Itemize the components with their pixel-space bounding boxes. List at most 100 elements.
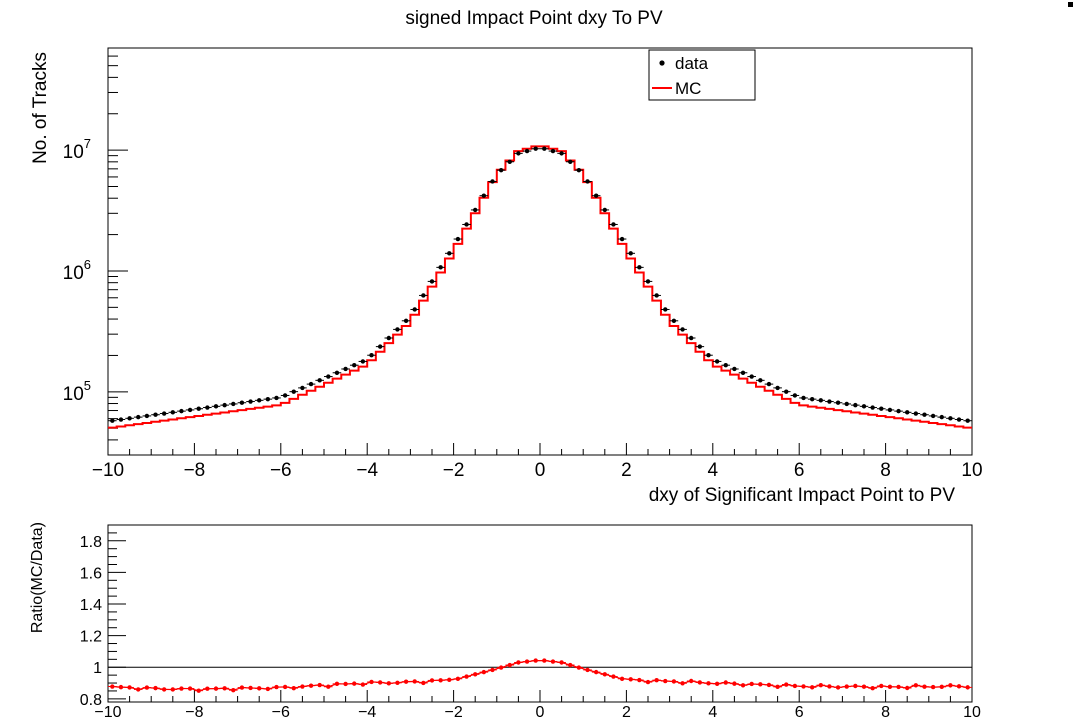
- ratio-point: [438, 678, 443, 683]
- data-point: [930, 413, 936, 419]
- ratio-connecting-line: [112, 659, 968, 692]
- data-point: [524, 148, 530, 154]
- ratio-point: [317, 682, 322, 688]
- main-series: [108, 145, 972, 429]
- data-point: [956, 417, 962, 422]
- data-point: [447, 251, 452, 256]
- data-point: [740, 370, 746, 375]
- data-point: [939, 414, 944, 420]
- ratio-point: [473, 672, 478, 677]
- main-x-tick-label: 0: [535, 460, 546, 481]
- data-point: [887, 407, 893, 413]
- main-y-tick-exponent: 6: [84, 257, 91, 272]
- ratio-point: [386, 681, 391, 686]
- ratio-point: [127, 685, 132, 690]
- ratio-x-tick-label: −2: [444, 704, 462, 720]
- ratio-point: [939, 684, 944, 690]
- ratio-point: [680, 681, 685, 686]
- data-point: [611, 222, 616, 227]
- ratio-x-tick-label: −4: [358, 704, 376, 720]
- ratio-point: [429, 678, 435, 683]
- data-point: [317, 378, 322, 383]
- data-point: [654, 293, 659, 298]
- ratio-point: [352, 681, 357, 686]
- ratio-y-tick-label: 1.4: [80, 597, 102, 614]
- data-point: [965, 418, 970, 423]
- data-point: [274, 395, 279, 401]
- ratio-point: [343, 681, 348, 687]
- legend-data-marker: [659, 60, 665, 66]
- data-point: [827, 399, 832, 404]
- ratio-point: [671, 679, 677, 684]
- ratio-point: [395, 680, 400, 686]
- data-point: [110, 418, 115, 423]
- ratio-point: [308, 683, 314, 688]
- ratio-point: [879, 683, 884, 689]
- data-point: [516, 151, 521, 156]
- ratio-point: [524, 659, 530, 664]
- data-point: [568, 159, 573, 164]
- ratio-point: [706, 681, 711, 686]
- data-point: [671, 318, 677, 324]
- ratio-point: [766, 682, 772, 688]
- main-x-tick-label: 10: [961, 460, 982, 481]
- ratio-point: [965, 685, 970, 690]
- ratio-point: [464, 674, 469, 679]
- data-point: [300, 385, 305, 391]
- data-point: [179, 408, 184, 414]
- data-point: [818, 398, 823, 403]
- legend-box: [648, 49, 756, 101]
- data-point: [421, 293, 426, 298]
- ratio-point: [144, 685, 150, 690]
- ratio-point: [619, 676, 625, 681]
- ratio-point: [956, 684, 962, 689]
- ratio-y-tick-label: 1: [93, 660, 102, 677]
- ratio-x-tick-label: 2: [622, 704, 631, 720]
- data-point: [905, 410, 910, 415]
- ratio-point: [498, 665, 504, 670]
- data-point: [913, 411, 919, 416]
- ratio-point: [205, 686, 210, 691]
- ratio-plot-frame: [107, 524, 973, 703]
- data-point: [144, 413, 150, 419]
- data-point: [196, 406, 201, 411]
- ratio-point: [213, 686, 219, 691]
- ratio-point: [827, 684, 832, 689]
- ratio-point: [516, 660, 521, 665]
- data-point: [784, 389, 789, 394]
- data-point: [205, 405, 210, 410]
- data-point: [308, 381, 314, 387]
- ratio-axis-ticks: −10 −8 −6 −4 −2 0 2 4 6 8 10 0.8 1 1.2 1.4 1.6 1.8: [80, 524, 981, 720]
- data-point: [326, 374, 331, 379]
- ratio-point: [334, 681, 340, 687]
- ratio-point: [412, 679, 417, 684]
- ratio-y-tick-label: 1.6: [80, 565, 102, 582]
- data-point: [213, 404, 219, 409]
- data-point: [265, 396, 271, 402]
- ratio-point: [905, 685, 910, 691]
- data-point: [507, 159, 512, 164]
- data-point: [222, 402, 227, 408]
- ratio-point: [248, 685, 253, 691]
- ratio-point: [550, 659, 556, 664]
- ratio-point: [749, 681, 754, 687]
- ratio-point: [611, 674, 616, 679]
- ratio-point: [948, 683, 953, 688]
- ratio-point: [170, 687, 175, 692]
- ratio-point: [291, 685, 296, 691]
- ratio-point: [775, 684, 780, 690]
- ratio-point: [689, 678, 694, 684]
- data-point: [723, 362, 728, 368]
- ratio-point: [161, 687, 167, 692]
- data-point: [844, 401, 849, 407]
- data-point: [766, 381, 772, 387]
- data-point: [231, 401, 236, 407]
- data-point: [948, 416, 953, 421]
- ratio-point: [507, 662, 512, 668]
- data-point: [490, 179, 495, 184]
- data-point: [896, 408, 901, 414]
- ratio-point: [559, 660, 564, 665]
- ratio-point: [887, 684, 893, 689]
- data-point: [395, 327, 400, 332]
- ratio-point: [282, 684, 288, 690]
